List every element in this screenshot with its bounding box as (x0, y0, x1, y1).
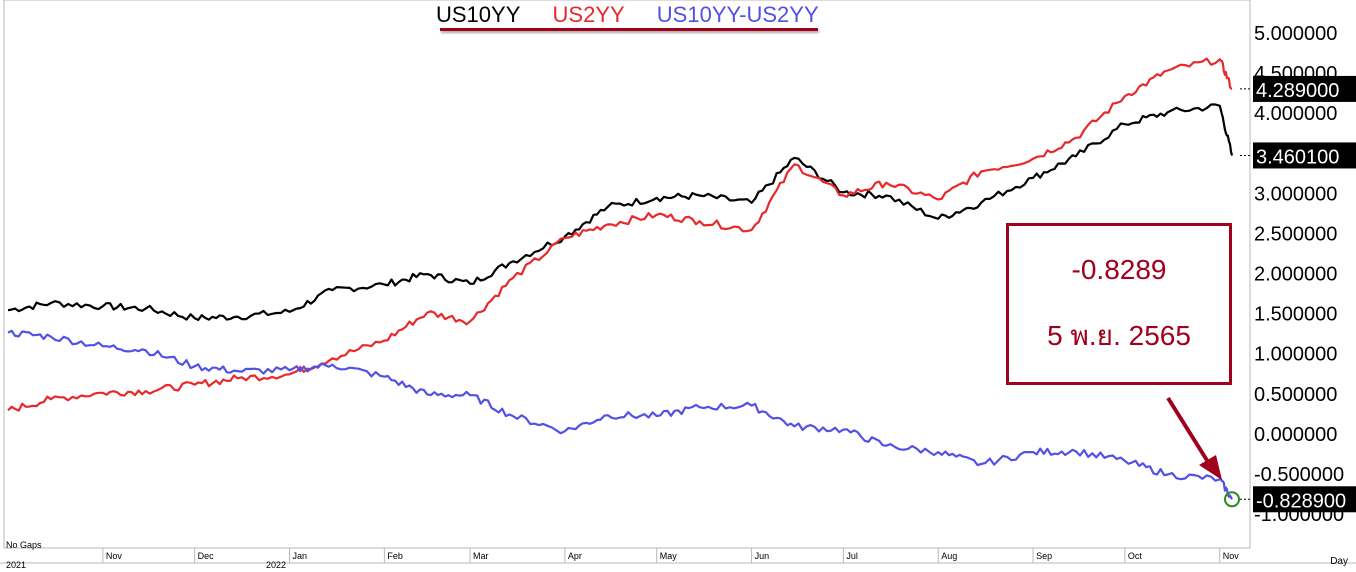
plot-frame (3, 0, 1251, 549)
legend: US10YY US2YY US10YY-US2YY (436, 2, 845, 28)
last-value-label: 4.289000 (1256, 80, 1339, 102)
last-point-marker (1224, 491, 1240, 508)
x-tick-label: Jan (293, 551, 308, 561)
no-gaps-label: No Gaps (6, 540, 42, 550)
legend-item-us2yy[interactable]: US2YY (552, 2, 625, 27)
x-tick-label: Feb (387, 551, 403, 561)
annotation-arrow-head (1199, 455, 1222, 480)
legend-item-spread[interactable]: US10YY-US2YY (656, 2, 819, 27)
x-tick-label: Aug (941, 551, 957, 561)
y-tick-label: 2.000000 (1254, 264, 1337, 286)
legend-underline (440, 28, 818, 31)
x-tick-label: Dec (198, 551, 215, 561)
x-tick-label: Sep (1036, 551, 1052, 561)
x-tick-label: Mar (473, 551, 489, 561)
y-tick-label: 5.000000 (1254, 23, 1337, 45)
last-value-label: -0.828900 (1256, 490, 1346, 512)
last-value-tag (1253, 486, 1356, 513)
annotation-box: -0.8289 5 พ.ย. 2565 (1006, 223, 1232, 385)
last-value-label: 3.460100 (1256, 146, 1339, 168)
y-tick-label: 4.000000 (1254, 103, 1337, 125)
y-tick-label: 0.500000 (1254, 384, 1337, 406)
y-tick-label: 1.500000 (1254, 304, 1337, 326)
annotation-value: -0.8289 (1071, 254, 1167, 285)
y-tick-label: 1.000000 (1254, 344, 1337, 366)
y-tick-label: 2.500000 (1254, 223, 1337, 245)
series-line-0 (7, 103, 1234, 321)
x-tick-label: Jul (846, 551, 858, 561)
last-value-tag (1253, 142, 1356, 169)
annotation-date: 5 พ.ย. 2565 (1047, 320, 1191, 351)
x-tick-label: May (660, 551, 678, 561)
annotation-arrow (1166, 396, 1210, 464)
x-tick-label: Jun (755, 551, 770, 561)
x-tick-label: Oct (1128, 551, 1143, 561)
year-label-2022: 2022 (266, 560, 287, 570)
legend-item-us10yy[interactable]: US10YY (436, 2, 521, 27)
x-tick-label: Apr (568, 551, 582, 561)
y-tick-label: 3.000000 (1254, 183, 1337, 205)
series-line-2 (7, 329, 1233, 500)
last-value-tag (1253, 75, 1356, 102)
interval-label[interactable]: Day (1330, 556, 1348, 567)
series-line-1 (7, 57, 1233, 412)
y-tick-label: 0.000000 (1254, 424, 1337, 446)
y-tick-label: -0.500000 (1254, 464, 1344, 486)
year-label-2021: 2021 (6, 560, 27, 570)
x-tick-label: Nov (1223, 551, 1240, 561)
x-tick-label: Nov (106, 551, 123, 561)
